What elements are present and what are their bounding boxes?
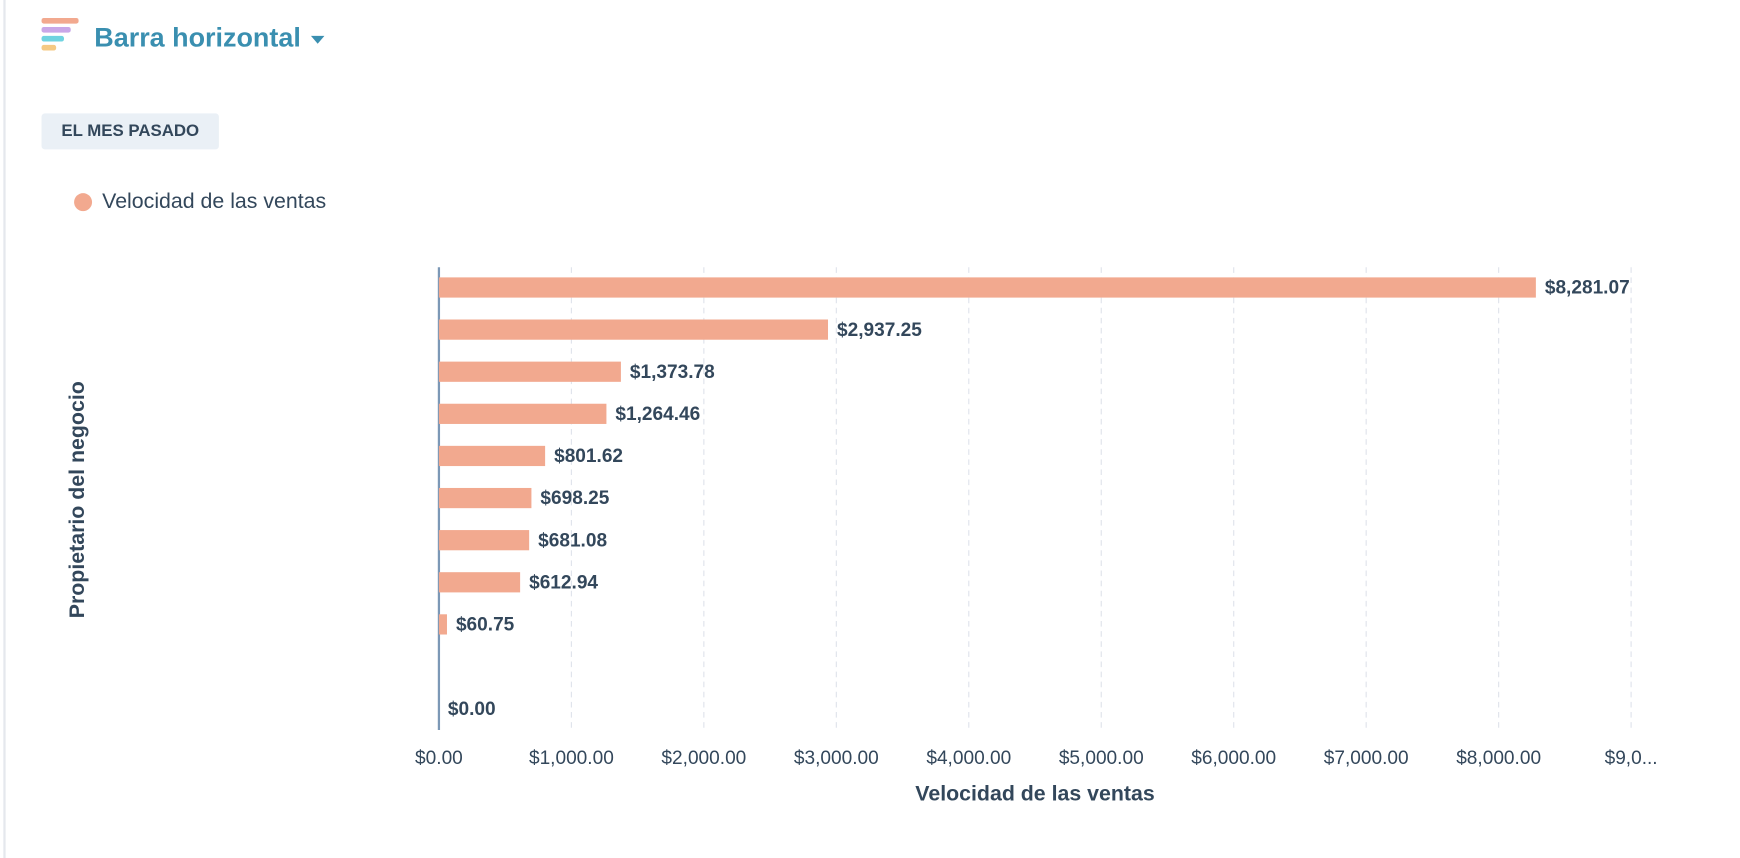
value-label: $681.08 xyxy=(538,530,607,551)
filter-chip[interactable] xyxy=(41,113,219,150)
value-label: $2,937.25 xyxy=(837,320,922,341)
x-tick-label: $8,000.00 xyxy=(1456,748,1541,769)
bar xyxy=(438,277,1536,298)
x-tick-label: $4,000.00 xyxy=(926,748,1011,769)
bar xyxy=(438,614,447,635)
x-tick-label: $6,000.00 xyxy=(1191,748,1276,769)
x-axis-label: Velocidad de las ventas xyxy=(915,782,1154,806)
bar xyxy=(438,361,621,382)
x-tick-label: $5,000.00 xyxy=(1059,748,1144,769)
x-tick-label: $7,000.00 xyxy=(1324,748,1409,769)
value-label: $8,281.07 xyxy=(1545,278,1630,299)
bar xyxy=(438,572,521,593)
plot: $0.00 $1,000.00 $2,000.00 $3,000.00 $4,000.0… xyxy=(74,189,1658,769)
y-axis-label: Propietario del negocio xyxy=(65,381,89,618)
bar xyxy=(438,403,607,424)
x-tick-label: $1,000.00 xyxy=(529,748,614,769)
x-tick-label: $9,0... xyxy=(1605,748,1658,769)
bar xyxy=(438,319,829,340)
bar xyxy=(438,487,532,509)
x-tick-label: $3,000.00 xyxy=(794,748,879,769)
value-label: $1,373.78 xyxy=(630,362,715,383)
value-label: $801.62 xyxy=(554,446,623,467)
value-label: $612.94 xyxy=(529,572,598,593)
dropdown-caret[interactable] xyxy=(310,35,325,44)
chart-title[interactable]: Barra horizontal xyxy=(94,22,301,52)
chart-icon xyxy=(41,17,79,51)
filter-chip-label[interactable]: EL MES PASADO xyxy=(61,121,199,140)
legend-label: Velocidad de las ventas xyxy=(102,189,326,213)
x-tick-label: $2,000.00 xyxy=(661,748,746,769)
value-label: $698.25 xyxy=(540,488,609,509)
x-tick-label: $0.00 xyxy=(415,748,463,769)
value-label: $1,264.46 xyxy=(615,404,700,425)
bar xyxy=(438,445,546,467)
bar xyxy=(438,530,530,551)
value-label: $0.00 xyxy=(448,699,496,720)
value-label: $60.75 xyxy=(456,615,515,636)
legend-marker xyxy=(74,193,93,212)
